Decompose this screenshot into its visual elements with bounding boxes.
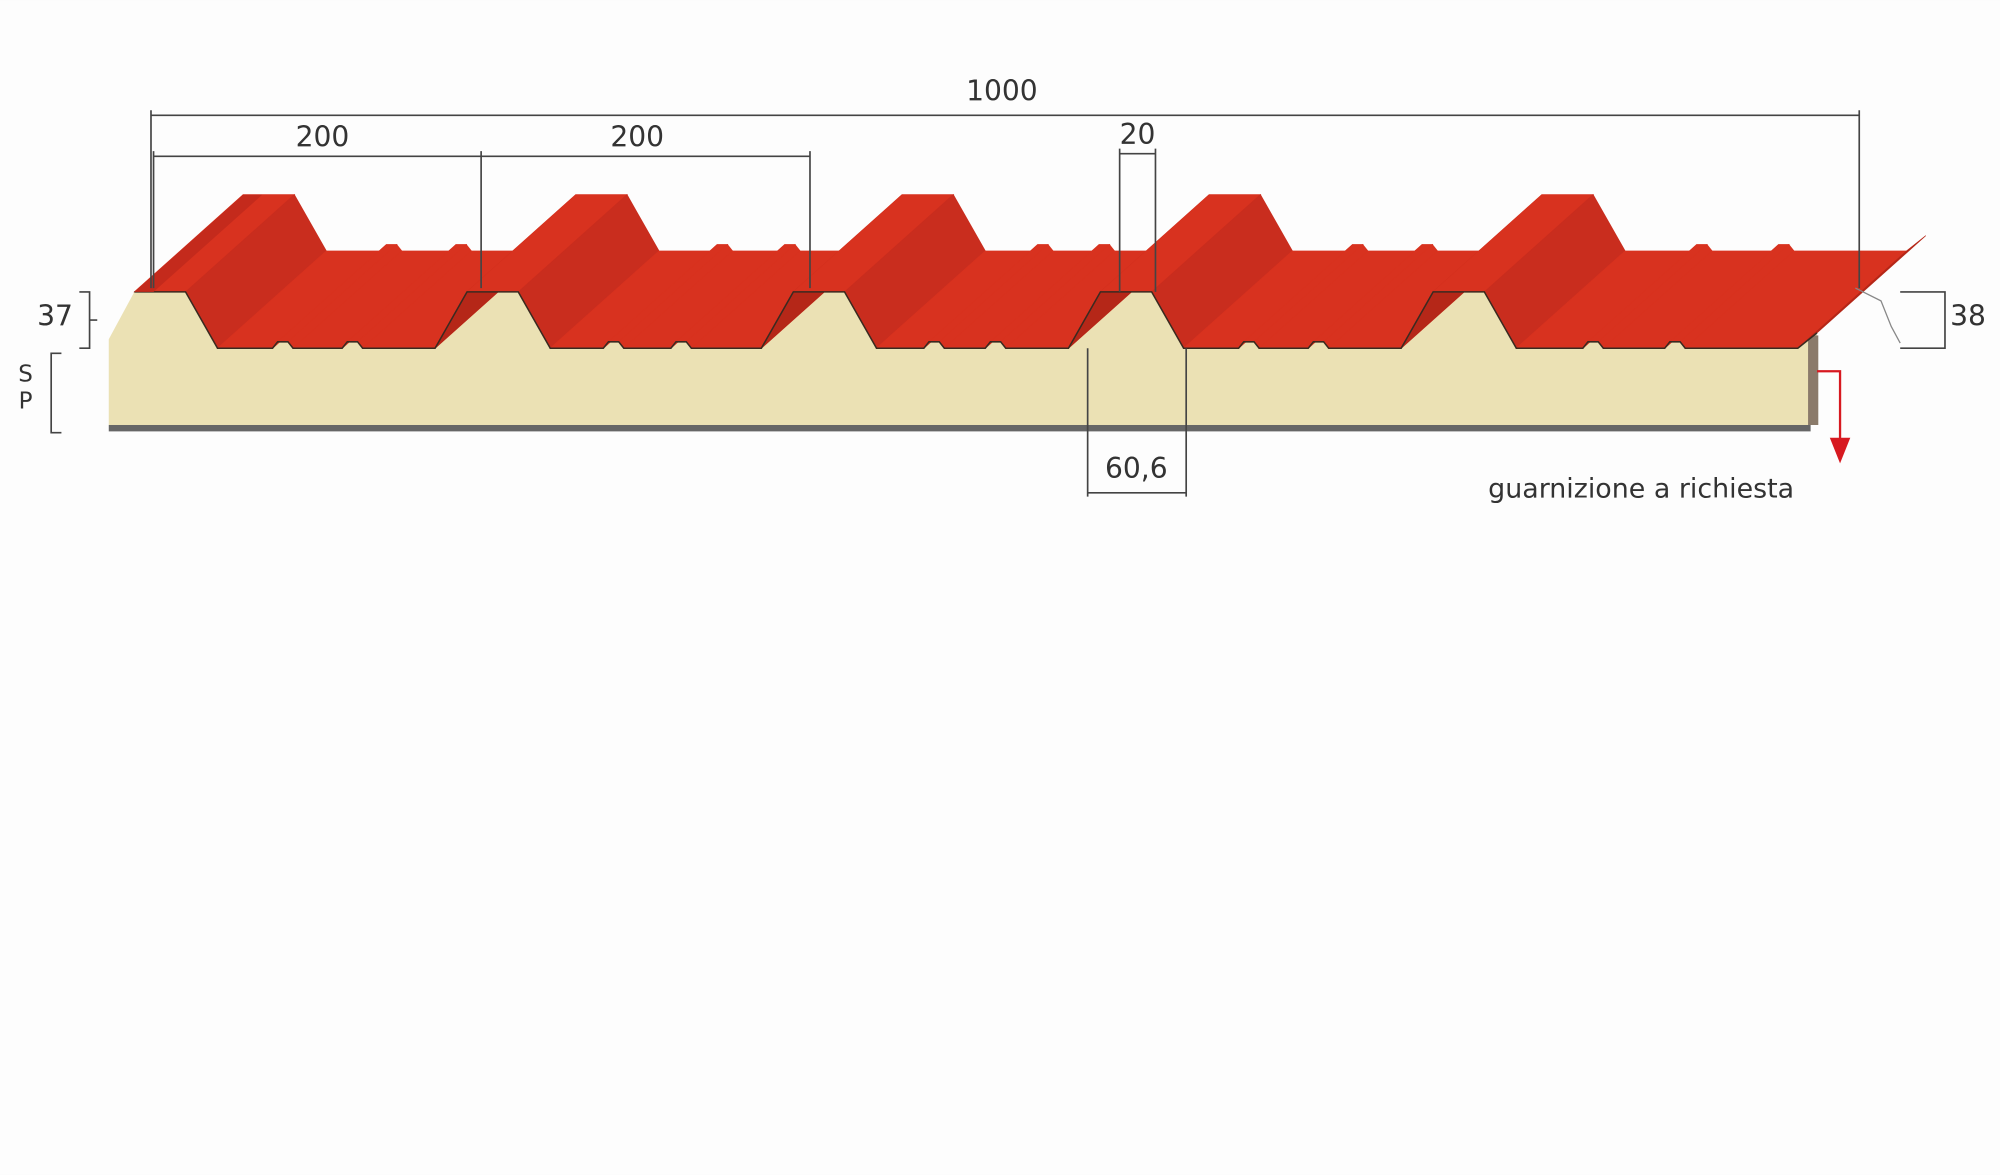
- dim-label: 20: [1120, 118, 1156, 151]
- dim-label: 37: [37, 300, 73, 333]
- side-edge: [1808, 335, 1819, 425]
- sheet-edge: [134, 291, 1818, 349]
- dim-38: [1900, 291, 1946, 350]
- dim-1000: [150, 110, 1861, 289]
- note: guarnizione a richiesta: [1488, 474, 1794, 505]
- bottom-liner: [108, 424, 1811, 432]
- dim-label: 38: [1950, 300, 1986, 333]
- dim-60-6: [1086, 348, 1188, 497]
- dim-label: 200: [610, 120, 664, 153]
- dim-label: 200: [296, 120, 350, 153]
- gasket-arrowhead: [1829, 437, 1851, 464]
- dim-label: 1000: [966, 74, 1038, 107]
- gasket-arrow: [1817, 370, 1842, 442]
- dim-20: [1118, 148, 1157, 292]
- dim-200: [152, 151, 811, 289]
- dimension-lines: [50, 110, 1946, 497]
- dim-37: [79, 291, 98, 350]
- overlap-lip: [134, 194, 263, 292]
- dim-label: 60,6: [1105, 452, 1168, 485]
- seal-edge: [1855, 287, 1901, 344]
- foam-core: [108, 291, 1818, 425]
- dim-label: S: [18, 362, 33, 388]
- dim-label: P: [19, 388, 33, 414]
- dim-sp: [50, 352, 62, 434]
- panel-drawing: [108, 194, 1927, 432]
